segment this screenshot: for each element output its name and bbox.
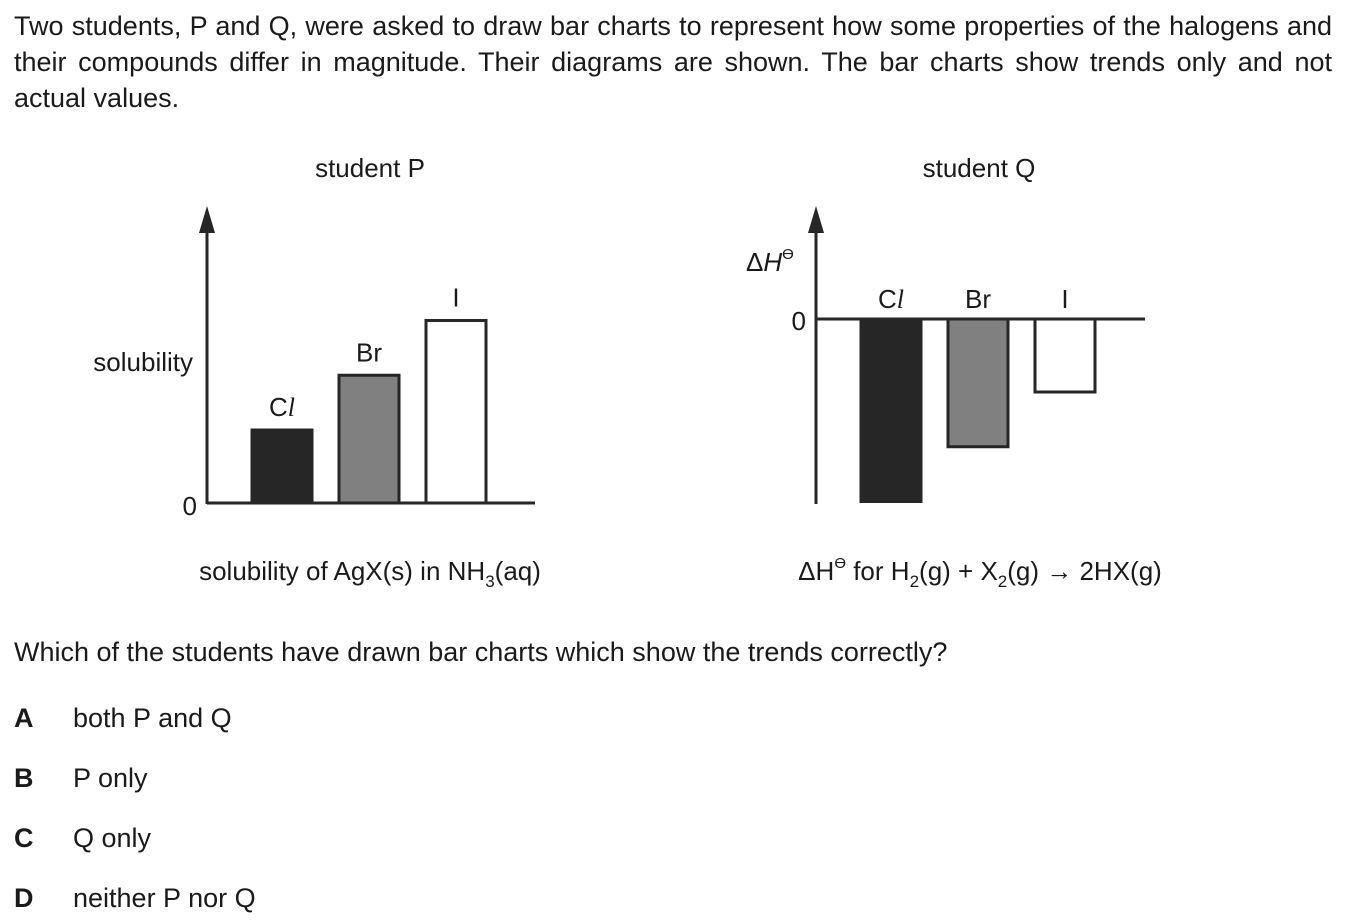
chart-student-q: student Q ΔHϴ 0 Cl Br I ΔHϴ for H2(g) + X2…: [746, 153, 1162, 591]
bar-p-cl: [250, 428, 314, 505]
option-c-letter: C: [14, 823, 34, 853]
chart-q-y-label: ΔHϴ: [746, 246, 794, 277]
option-c[interactable]: C Q only: [14, 820, 151, 856]
chart-q-title: student Q: [923, 153, 1036, 183]
chart-q-x-label: ΔHϴ for H2(g) + X2(g) → 2HX(g): [798, 555, 1162, 591]
option-d[interactable]: D neither P nor Q: [14, 880, 256, 916]
bar-p-i: [424, 319, 488, 505]
bar-label-q-i: I: [1061, 284, 1068, 314]
chart-p-y-label: solubility: [93, 347, 193, 377]
bar-label-q-br: Br: [965, 284, 991, 314]
chart-q-y-axis-arrow: [808, 206, 824, 233]
chart-q-bars: Cl Br I: [859, 284, 1097, 503]
chart-p-y-axis-arrow: [199, 206, 215, 233]
option-a-letter: A: [14, 703, 34, 733]
question-intro: Two students, P and Q, were asked to dra…: [14, 11, 1332, 113]
option-d-text: neither P nor Q: [73, 883, 256, 913]
bar-label-p-br: Br: [356, 337, 382, 367]
bar-q-cl: [859, 317, 923, 503]
chart-q-y-zero-tick: 0: [792, 306, 806, 336]
bar-label-q-cl: Cl: [878, 284, 904, 314]
bar-charts: student P solubility 0 Cl Br I solubility …: [93, 153, 1162, 591]
chart-p-title: student P: [315, 153, 425, 183]
option-b-letter: B: [14, 763, 34, 793]
option-a-text: both P and Q: [73, 703, 232, 733]
question-stem: Which of the students have drawn bar cha…: [14, 637, 948, 667]
chart-p-bars: Cl Br I: [250, 283, 488, 505]
option-b-text: P only: [73, 763, 148, 793]
option-a[interactable]: A both P and Q: [14, 700, 232, 736]
chart-student-p: student P solubility 0 Cl Br I solubility …: [93, 153, 541, 591]
bar-label-p-i: I: [452, 283, 459, 313]
option-b[interactable]: B P only: [14, 760, 148, 796]
option-c-text: Q only: [73, 823, 152, 853]
bar-q-i: [1033, 317, 1097, 394]
chart-p-x-label: solubility of AgX(s) in NH3(aq): [199, 556, 541, 591]
chart-p-y-zero-tick: 0: [183, 491, 197, 521]
bar-p-br: [337, 373, 401, 505]
bar-q-br: [946, 317, 1010, 449]
option-d-letter: D: [14, 883, 34, 913]
bar-label-p-cl: Cl: [269, 392, 295, 422]
